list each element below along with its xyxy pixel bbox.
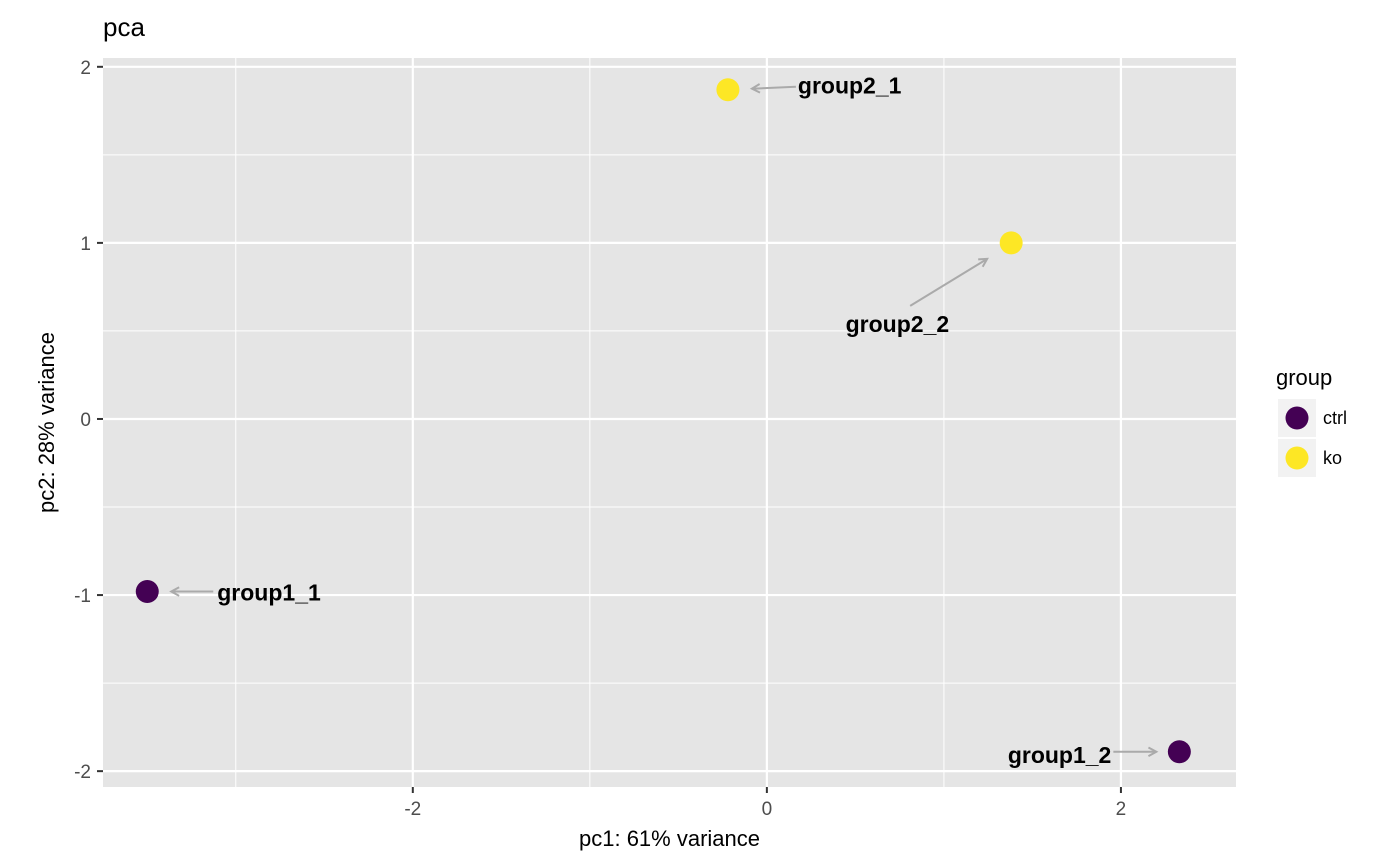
x-tick-label: 0: [762, 799, 773, 820]
y-tick-label: -2: [74, 762, 91, 783]
legend: group ctrl ko: [1276, 365, 1347, 477]
point-label: group1_1: [217, 580, 321, 606]
y-tick-label: -1: [74, 586, 91, 607]
plot-panel: [103, 58, 1236, 787]
label-arrow-line: [909, 258, 988, 307]
axis-ticks-layer: -2 0 2 -2 -1 0 1 2: [74, 58, 1126, 820]
major-gridlines: [103, 58, 1236, 787]
y-axis-title: pc2: 28% variance: [34, 332, 59, 513]
legend-label: ko: [1323, 448, 1342, 468]
point-label: group2_2: [846, 311, 950, 337]
legend-label: ctrl: [1323, 408, 1347, 428]
y-tick-label: 1: [80, 234, 91, 255]
x-tick-label: 2: [1116, 799, 1127, 820]
label-arrow-head: [169, 586, 180, 597]
x-tick-label: -2: [404, 799, 421, 820]
data-point-ctrl: [1167, 740, 1191, 764]
data-point-ko: [716, 78, 740, 102]
legend-key-ko: [1285, 446, 1309, 470]
data-point-ctrl: [135, 580, 159, 604]
label-arrow-head: [749, 83, 761, 94]
point-label: group2_1: [798, 73, 902, 99]
y-tick-label: 0: [80, 410, 91, 431]
legend-key-ctrl: [1285, 406, 1309, 430]
label-arrow-head: [1147, 746, 1159, 757]
minor-gridlines: [103, 58, 1236, 787]
label-arrow-line: [751, 85, 796, 90]
point-label: group1_2: [1008, 742, 1112, 768]
chart-title: pca: [103, 12, 145, 42]
y-tick-label: 2: [80, 58, 91, 79]
legend-title: group: [1276, 365, 1332, 390]
label-arrow-head: [978, 257, 989, 268]
label-arrows-layer: [169, 83, 1159, 757]
data-point-ko: [999, 231, 1023, 255]
x-axis-title: pc1: 61% variance: [579, 826, 760, 851]
data-points-layer: [135, 78, 1191, 764]
point-labels-layer: group1_1 group1_2 group2_1 group2_2: [217, 73, 1111, 768]
